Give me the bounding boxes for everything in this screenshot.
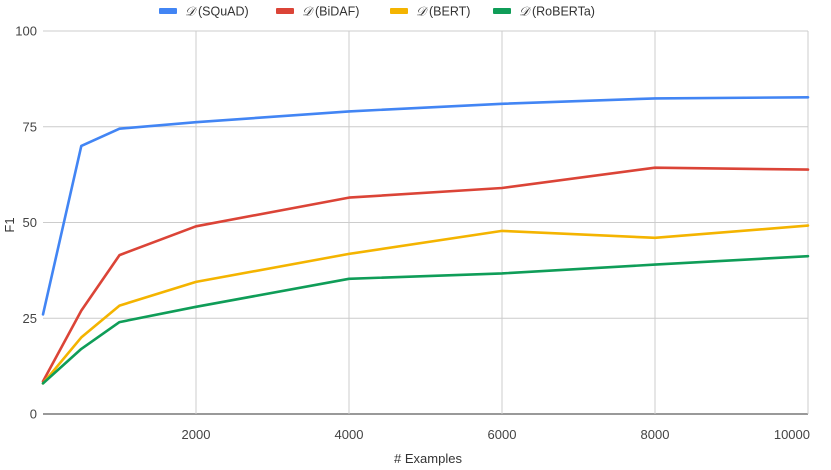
x-tick-label: 8000 xyxy=(641,427,670,442)
y-tick-label: 75 xyxy=(23,119,37,134)
y-tick-label: 100 xyxy=(15,24,37,39)
legend: 𝒟 (SQuAD) 𝒟 (BiDAF) 𝒟 (BERT) 𝒟 (RoBERTa) xyxy=(159,4,595,19)
legend-entry: 𝒟 (BERT) xyxy=(416,4,470,19)
x-axis-ticks: 2000 4000 6000 8000 10000 xyxy=(182,427,810,442)
legend-swatch xyxy=(276,8,294,14)
x-tick-label: 10000 xyxy=(774,427,810,442)
legend-entry: 𝒟 (SQuAD) xyxy=(185,4,249,19)
legend-swatch xyxy=(390,8,408,14)
grid-lines xyxy=(43,30,809,415)
series-lines xyxy=(41,96,810,385)
y-tick-label: 25 xyxy=(23,311,37,326)
legend-swatch xyxy=(159,8,177,14)
series-line-bidaf xyxy=(41,166,810,383)
legend-entry: 𝒟 (RoBERTa) xyxy=(519,4,595,19)
x-tick-label: 2000 xyxy=(182,427,211,442)
x-tick-label: 4000 xyxy=(335,427,364,442)
y-tick-label: 50 xyxy=(23,215,37,230)
series-line-bert xyxy=(41,224,810,385)
y-axis-label: F1 xyxy=(2,217,17,232)
y-axis-ticks: 0 25 50 75 100 xyxy=(15,24,37,422)
x-tick-label: 6000 xyxy=(488,427,517,442)
legend-entry: 𝒟 (BiDAF) xyxy=(302,4,359,19)
y-tick-label: 0 xyxy=(30,407,37,422)
series-line-roberta xyxy=(41,254,810,385)
series-line-squad xyxy=(41,96,810,316)
x-axis-label: # Examples xyxy=(394,451,462,466)
legend-swatch xyxy=(493,8,511,14)
